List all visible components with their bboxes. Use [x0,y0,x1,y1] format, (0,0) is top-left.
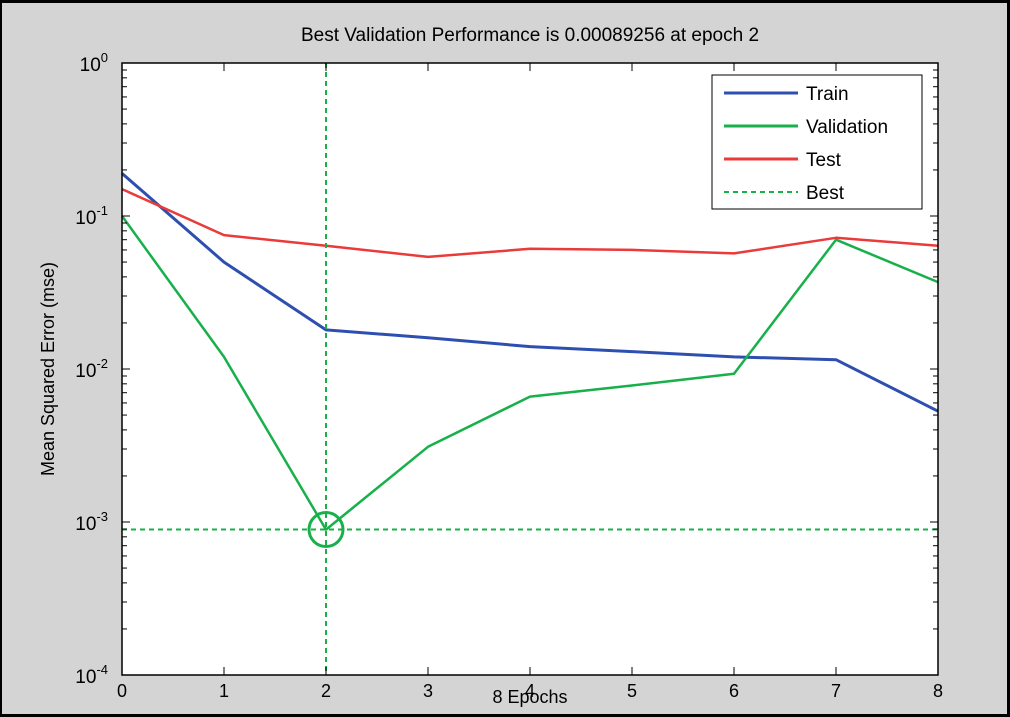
legend-box [711,74,923,210]
legend-label-train: Train [806,84,849,105]
series-line-train [121,172,939,413]
legend-label-validation: Validation [806,117,888,138]
series-line-test [121,187,939,259]
x-tick-label: 0 [117,681,127,701]
tick-label-layer: 0 1 2 3 4 5 6 7 8 100 10-1 10-2 10-3 10-4 [75,50,943,701]
performance-chart: 0 1 2 3 4 5 6 7 8 100 10-1 10-2 10-3 10-4 Best Valida… [38,25,943,707]
x-axis-label: 8 Epochs [492,687,567,707]
x-tick-label: 2 [321,681,331,701]
y-tick-label: 10-1 [75,203,108,229]
x-tick-label: 8 [933,681,943,701]
best-marker-layer [122,63,938,675]
y-axis-label: Mean Squared Error (mse) [38,262,58,476]
y-tick-label: 10-2 [75,356,108,382]
x-tick-label: 7 [831,681,841,701]
series-line-validation [120,215,939,531]
best-point-circle [307,511,345,549]
x-tick-label: 3 [423,681,433,701]
legend-label-best: Best [806,183,845,204]
x-tick-label: 4 [525,681,535,701]
y-tick-label: 100 [80,50,108,76]
y-tick-label: 10-4 [75,662,108,688]
x-tick-label: 6 [729,681,739,701]
tick-layer [121,62,939,676]
legend-label-test: Test [806,150,842,171]
chart-title: Best Validation Performance is 0.0008925… [301,25,759,46]
x-tick-label: 1 [219,681,229,701]
y-tick-label: 10-3 [75,509,108,535]
x-tick-label: 5 [627,681,637,701]
series-layer [120,172,939,531]
legend: Train Validation Test Best [711,74,923,210]
